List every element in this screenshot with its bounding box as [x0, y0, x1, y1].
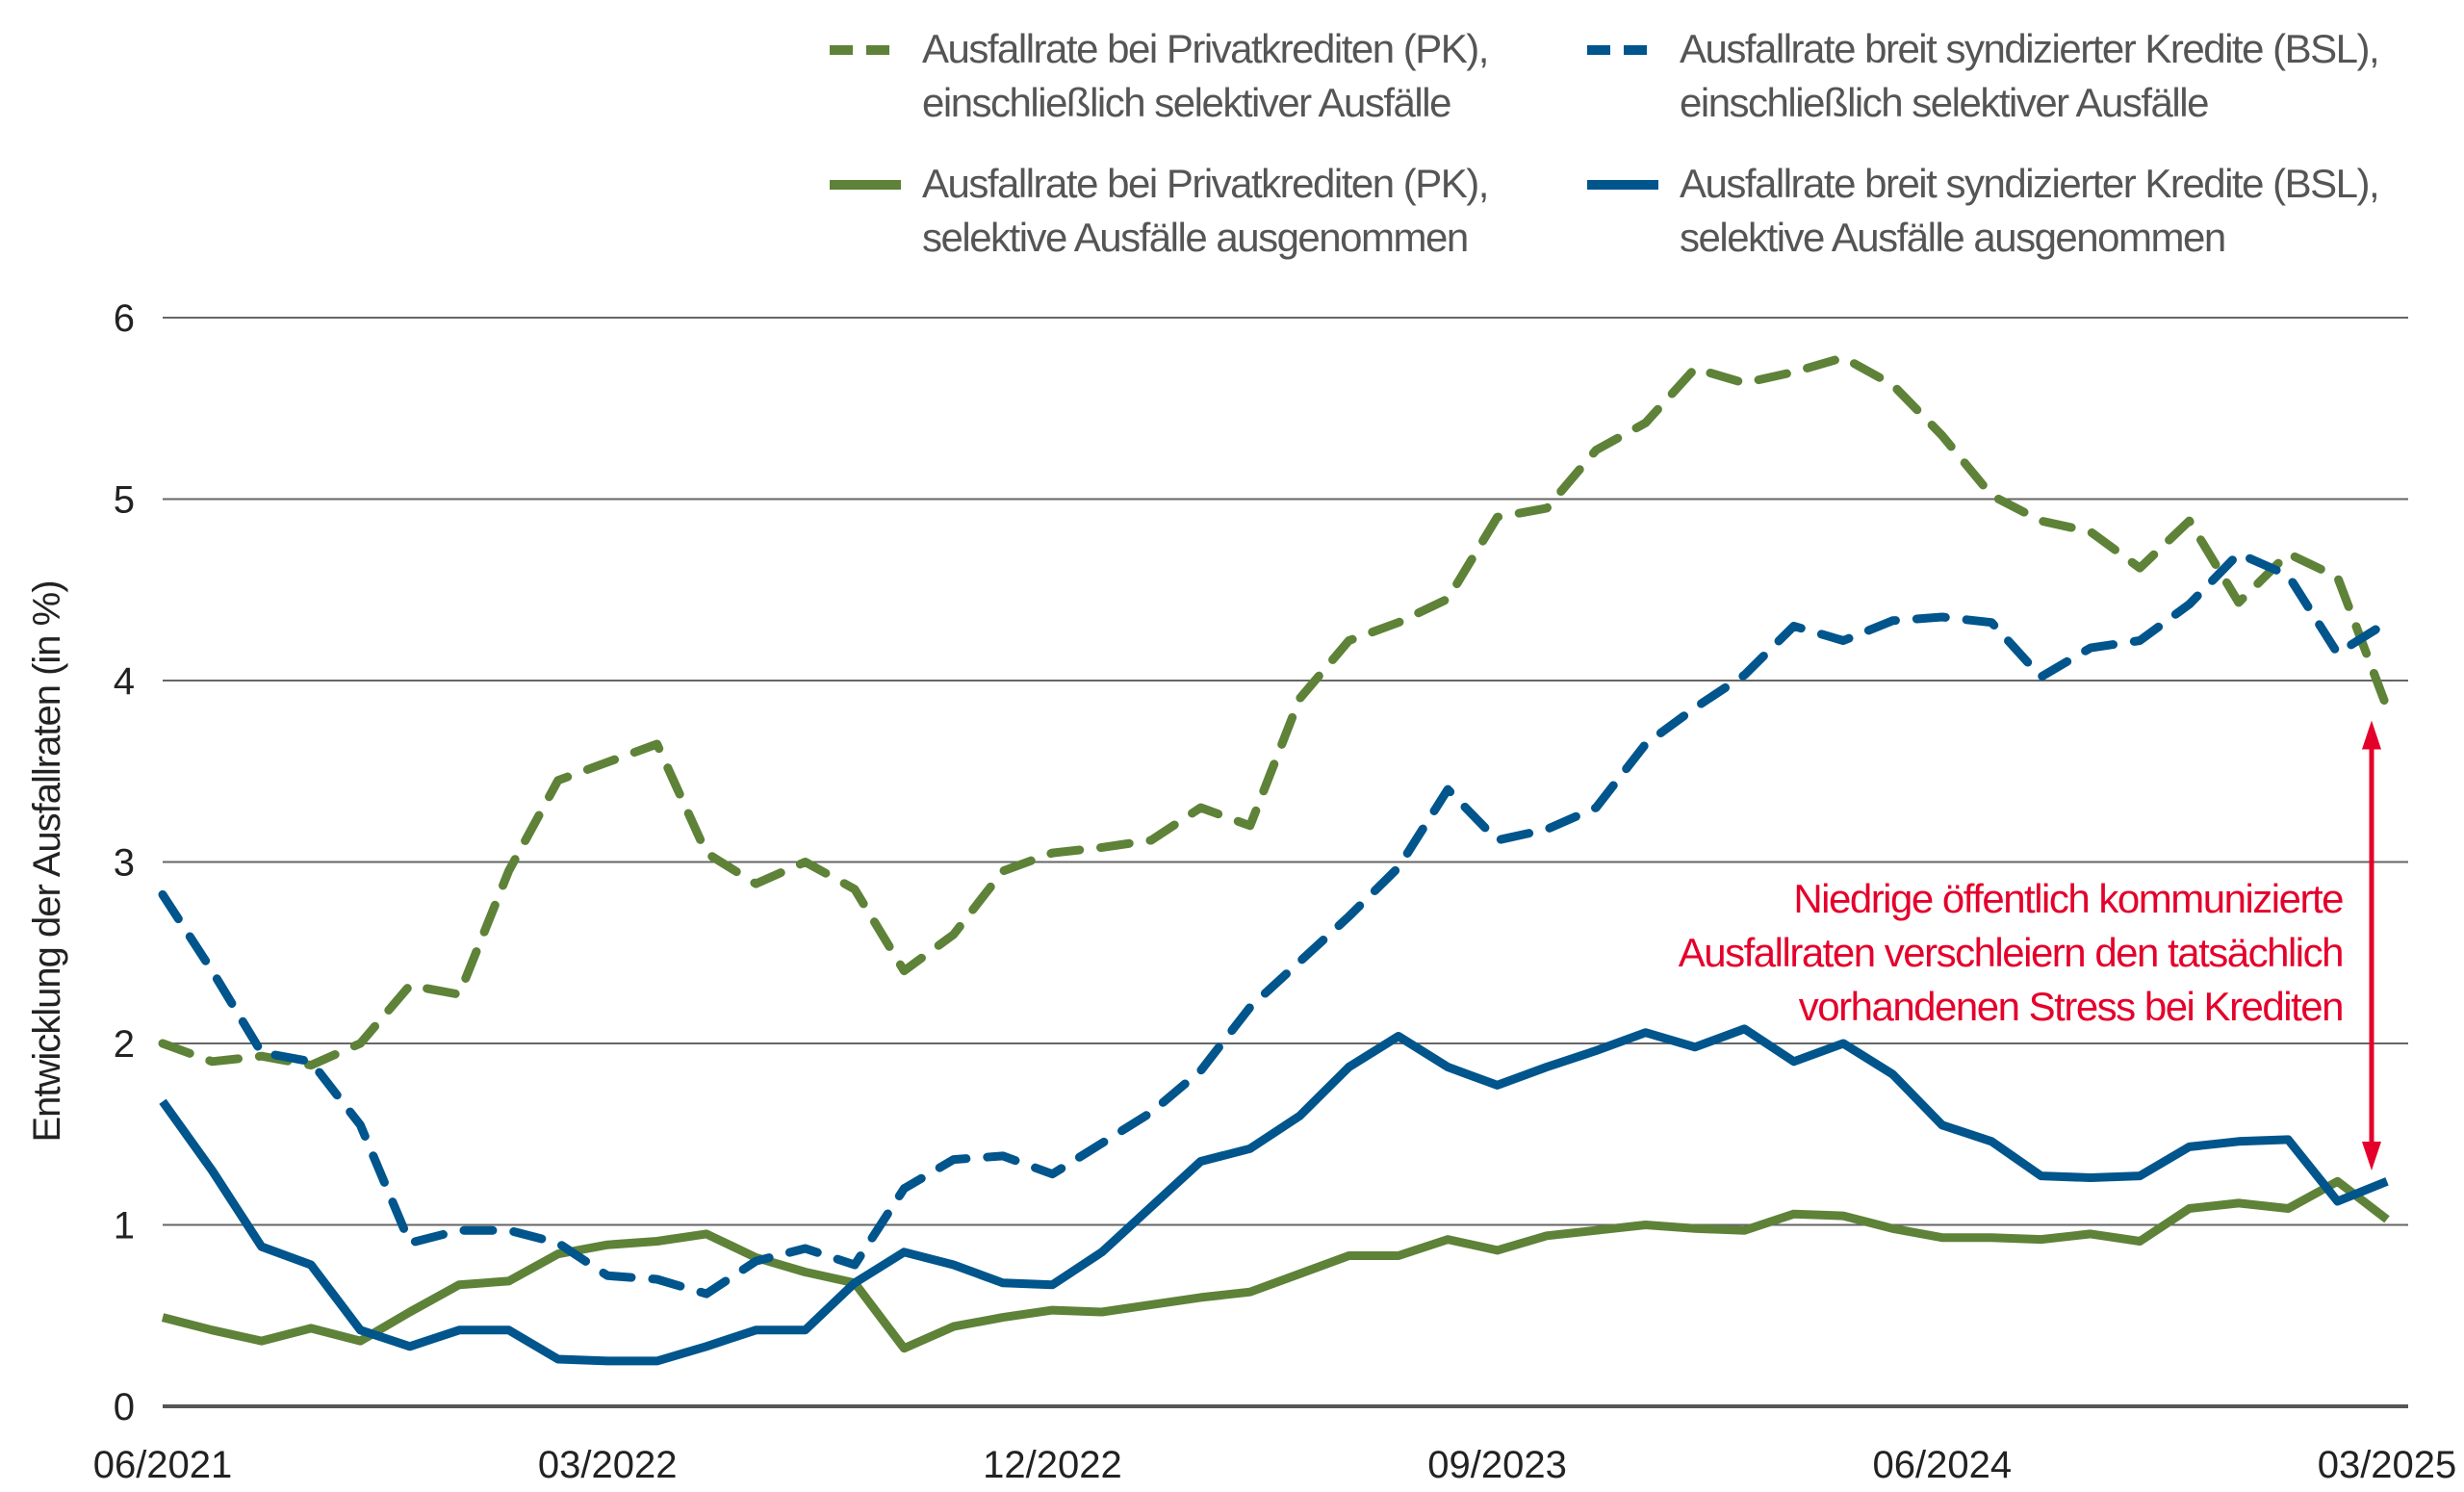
legend-label: Ausfallrate bei Privatkrediten (PK), [922, 161, 1488, 206]
series-line-dashed-0 [158, 353, 2392, 1070]
annotation-line-3: vorhandenen Stress bei Krediten [1799, 984, 2343, 1029]
x-axis-ticks: 06/2021 03/2022 12/2022 09/2023 06/2024 03/20… [93, 1444, 2457, 1486]
x-tick-label: 03/2022 [538, 1444, 678, 1486]
legend-label: Ausfallrate bei Privatkrediten (PK), [922, 26, 1488, 71]
x-tick-label: 09/2023 [1427, 1444, 1567, 1486]
y-tick-label: 3 [114, 842, 135, 885]
arrow-up-icon [2362, 720, 2381, 750]
y-tick-label: 1 [114, 1205, 135, 1248]
legend: Ausfallrate bei Privatkrediten (PK), eins… [830, 26, 2380, 260]
legend-label: einschließlich selektiver Ausfälle [922, 80, 1450, 125]
x-tick-label: 06/2021 [93, 1444, 233, 1486]
series-line-solid-3 [159, 1024, 2389, 1366]
legend-label: Ausfallrate breit syndizierter Kredite (… [1680, 161, 2378, 206]
x-tick-label: 03/2025 [2318, 1444, 2457, 1486]
series-lines [158, 353, 2392, 1366]
y-tick-label: 2 [114, 1023, 135, 1066]
y-tick-label: 6 [114, 297, 135, 340]
annotation: Niedrige öffentlich kommunizierte Ausfal… [1679, 720, 2381, 1170]
arrow-down-icon [2362, 1141, 2381, 1170]
y-tick-label: 0 [114, 1386, 135, 1428]
y-axis-label: Entwicklung der Ausfallraten (in %) [26, 580, 68, 1142]
legend-label: Ausfallrate breit syndizierter Kredite (… [1680, 26, 2378, 71]
series-line-solid-2 [161, 1176, 2390, 1353]
legend-label: selektive Ausfälle ausgenommen [922, 215, 1468, 260]
x-tick-label: 06/2024 [1873, 1444, 2013, 1486]
legend-label: selektive Ausfälle ausgenommen [1680, 215, 2225, 260]
y-tick-label: 5 [114, 479, 135, 522]
series-line-dashed-1 [158, 549, 2392, 1299]
y-tick-label: 4 [114, 660, 135, 703]
annotation-line-1: Niedrige öffentlich kommunizierte [1793, 876, 2343, 921]
y-axis-ticks: 0 1 2 3 4 5 6 [114, 297, 135, 1428]
x-tick-label: 12/2022 [983, 1444, 1122, 1486]
annotation-line-2: Ausfallraten verschleiern den tatsächlic… [1679, 930, 2343, 975]
legend-label: einschließlich selektiver Ausfälle [1680, 80, 2208, 125]
gridlines [163, 317, 2408, 1408]
